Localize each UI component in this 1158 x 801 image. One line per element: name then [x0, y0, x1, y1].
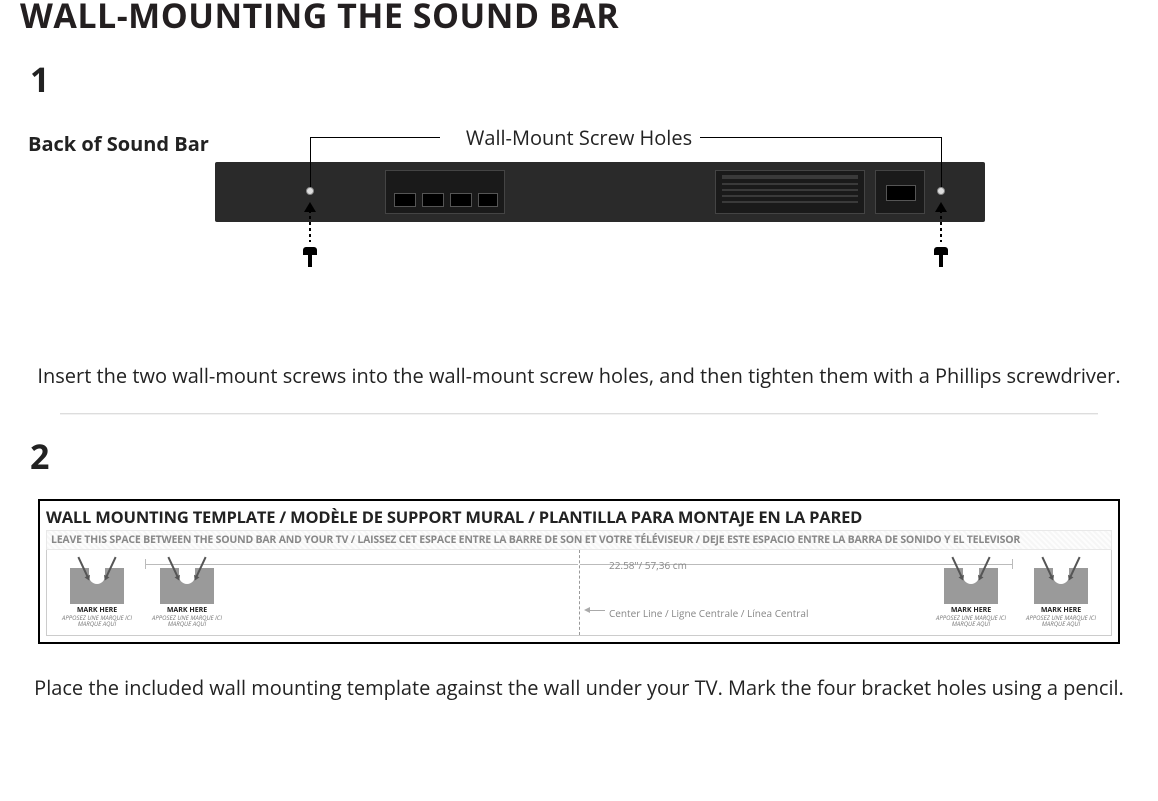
- callout-line: [310, 137, 311, 187]
- mark-here-sub: MARQUE AQUÍ: [147, 621, 227, 627]
- page-title: WALL-MOUNTING THE SOUND BAR: [20, 0, 1138, 38]
- bracket-left: MARK HERE APPOSEZ UNE MARQUE ICI MARQUE …: [57, 568, 227, 633]
- back-of-soundbar-label: Back of Sound Bar: [28, 130, 209, 157]
- wall-mounting-template: WALL MOUNTING TEMPLATE / MODÈLE DE SUPPO…: [38, 499, 1120, 644]
- soundbar-label-panel: [715, 170, 865, 214]
- pencil-icon: [951, 557, 962, 578]
- template-subtitle: LEAVE THIS SPACE BETWEEN THE SOUND BAR A…: [46, 530, 1112, 550]
- center-line: [579, 550, 580, 635]
- dimension-label: 22.58"/ 57,36 cm: [609, 558, 687, 572]
- template-body: 22.58"/ 57,36 cm Center Line / Ligne Cen…: [46, 550, 1112, 636]
- pencil-icon: [1041, 557, 1052, 578]
- step-2-number: 2: [30, 433, 1138, 479]
- bracket-mark: MARK HERE APPOSEZ UNE MARQUE ICI MARQUE …: [1021, 568, 1101, 633]
- callout-line: [700, 137, 942, 138]
- step-1-diagram: Back of Sound Bar Wall-Mount Screw Holes: [20, 102, 1138, 352]
- pencil-icon: [1069, 557, 1080, 578]
- template-title: WALL MOUNTING TEMPLATE / MODÈLE DE SUPPO…: [46, 505, 1112, 528]
- step-1-number: 1: [30, 56, 1138, 102]
- step-2-instruction: Place the included wall mounting templat…: [20, 674, 1138, 701]
- pencil-icon: [195, 557, 206, 578]
- arrow-up-icon: [304, 202, 316, 242]
- soundbar-port-panel: [875, 170, 925, 214]
- screw-icon: [934, 247, 948, 267]
- bracket-mark: MARK HERE APPOSEZ UNE MARQUE ICI MARQUE …: [931, 568, 1011, 633]
- bracket-mark: MARK HERE APPOSEZ UNE MARQUE ICI MARQUE …: [57, 568, 137, 633]
- arrow-left-icon: [589, 610, 605, 611]
- center-line-label: Center Line / Ligne Centrale / Línea Cen…: [609, 606, 808, 620]
- pencil-icon: [105, 557, 116, 578]
- mark-here-sub: MARQUE AQUÍ: [1021, 621, 1101, 627]
- pencil-icon: [167, 557, 178, 578]
- soundbar-back-illustration: [215, 162, 985, 222]
- section-divider: [60, 413, 1098, 415]
- mark-here-sub: MARQUE AQUÍ: [57, 621, 137, 627]
- bracket-right: MARK HERE APPOSEZ UNE MARQUE ICI MARQUE …: [931, 568, 1101, 633]
- pencil-icon: [77, 557, 88, 578]
- screw-hole-icon: [937, 187, 945, 195]
- screw-icon: [303, 247, 317, 267]
- bracket-mark: MARK HERE APPOSEZ UNE MARQUE ICI MARQUE …: [147, 568, 227, 633]
- step-1-instruction: Insert the two wall-mount screws into th…: [20, 362, 1138, 389]
- callout-line: [310, 137, 440, 138]
- mark-here-sub: MARQUE AQUÍ: [931, 621, 1011, 627]
- screw-hole-icon: [306, 187, 314, 195]
- pencil-icon: [979, 557, 990, 578]
- soundbar-port-panel: [385, 170, 505, 214]
- dimension-line: [145, 564, 578, 565]
- wall-mount-holes-label: Wall-Mount Screw Holes: [462, 124, 696, 151]
- arrow-up-icon: [935, 202, 947, 242]
- callout-line: [941, 137, 942, 187]
